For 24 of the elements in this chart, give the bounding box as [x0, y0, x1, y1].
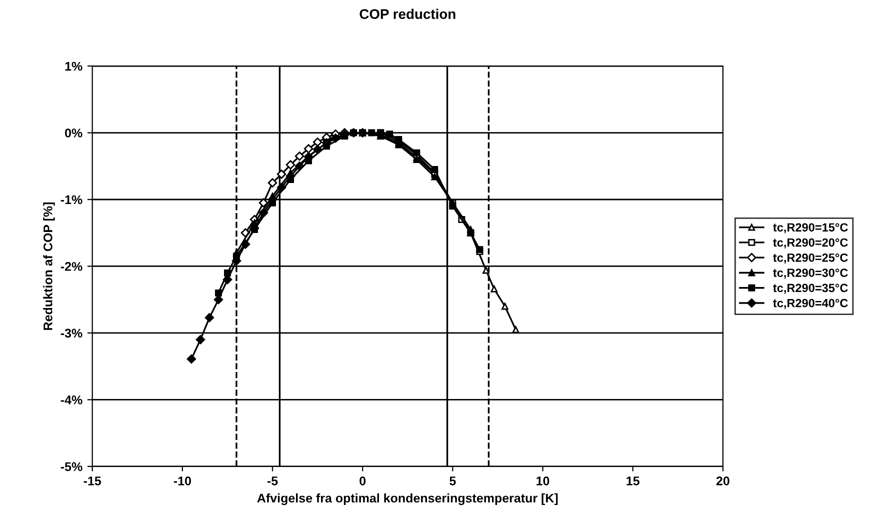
legend-label: tc,R290=15°C — [773, 223, 848, 234]
x-tick-label: 10 — [536, 476, 550, 486]
legend-label: tc,R290=25°C — [773, 253, 848, 264]
y-tick-label: 1% — [65, 62, 82, 71]
x-tick-label: -10 — [174, 476, 191, 486]
x-axis-title: Afvigelse fra optimal kondenseringstemperatur [K] — [257, 493, 558, 506]
y-tick-label: -3% — [60, 328, 82, 338]
x-tick-label: 20 — [716, 476, 730, 486]
x-tick-label: -15 — [84, 476, 102, 486]
legend-label: tc,R290=20°C — [773, 238, 848, 248]
legend-label: tc,R290=35°C — [773, 284, 848, 294]
x-tick-label: 15 — [626, 476, 640, 486]
x-tick-label: 0 — [360, 476, 366, 486]
x-tick-label: 5 — [450, 476, 456, 486]
y-tick-label: -1% — [60, 195, 82, 204]
legend-label: tc,R290=40°C — [773, 298, 848, 309]
chart-title: COP reduction — [360, 8, 456, 19]
y-axis-title: Reduktion af COP [%] — [43, 202, 55, 330]
legend-label: tc,R290=30°C — [773, 268, 848, 279]
x-tick-label: -5 — [267, 476, 278, 486]
y-tick-label: -5% — [60, 462, 82, 472]
y-tick-label: -4% — [60, 396, 82, 404]
y-tick-label: 0% — [65, 128, 82, 138]
y-tick-label: -2% — [60, 262, 82, 271]
